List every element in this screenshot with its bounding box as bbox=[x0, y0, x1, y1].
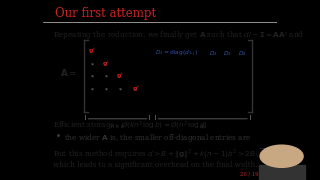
Text: $D_3$: $D_3$ bbox=[223, 50, 232, 59]
Text: $D_4$: $D_4$ bbox=[238, 50, 247, 59]
Text: $D_1 = \mathrm{diag}(d_{1,j})$: $D_1 = \mathrm{diag}(d_{1,j})$ bbox=[155, 49, 198, 59]
Text: $\mathbf{g}^t$: $\mathbf{g}^t$ bbox=[132, 84, 141, 94]
Text: $n \times k$: $n \times k$ bbox=[109, 122, 125, 130]
Text: Our first attempt: Our first attempt bbox=[55, 7, 156, 20]
Text: Efficient storage:  $\mathcal{O}(kn^2 \log b) = \mathcal{O}(n^2 \log d)$: Efficient storage: $\mathcal{O}(kn^2 \lo… bbox=[52, 120, 208, 133]
Bar bbox=[259, 165, 305, 180]
Text: $*$: $*$ bbox=[104, 87, 109, 92]
Text: $\mathbf{g}^t$: $\mathbf{g}^t$ bbox=[116, 72, 124, 82]
Text: $*$: $*$ bbox=[90, 87, 95, 92]
Text: $\mathbf{A} =$: $\mathbf{A} =$ bbox=[60, 66, 76, 78]
Text: $\mathbf{g}^t$: $\mathbf{g}^t$ bbox=[88, 46, 96, 56]
Text: $*$: $*$ bbox=[104, 74, 109, 79]
Text: $*$: $*$ bbox=[118, 87, 123, 92]
Text: 20 / 19: 20 / 19 bbox=[239, 171, 258, 176]
Text: $d_n$: $d_n$ bbox=[199, 122, 206, 131]
Text: •: • bbox=[56, 132, 61, 141]
Text: $*$: $*$ bbox=[90, 74, 95, 79]
Text: the wider $\mathbf{A}$ is, the smaller off-diagonal entries are: the wider $\mathbf{A}$ is, the smaller o… bbox=[64, 132, 252, 144]
Text: $\mathbf{g}^t$: $\mathbf{g}^t$ bbox=[102, 59, 110, 69]
Text: $*$: $*$ bbox=[90, 61, 95, 66]
Text: $D_2$: $D_2$ bbox=[209, 50, 218, 59]
Circle shape bbox=[260, 145, 303, 167]
Text: But this method requires $d > B + \|\mathbf{g}\|^2 + k(n-1)b^2 > 2B\sqrt{k(n-1)}: But this method requires $d > B + \|\mat… bbox=[52, 147, 292, 161]
Text: which leads to a significant overhead on the final width.: which leads to a significant overhead on… bbox=[52, 161, 257, 169]
Text: Repeating the reduction, we finally get $\mathbf{A}$ such that $dI - \boldsymbol: Repeating the reduction, we finally get … bbox=[52, 29, 304, 42]
